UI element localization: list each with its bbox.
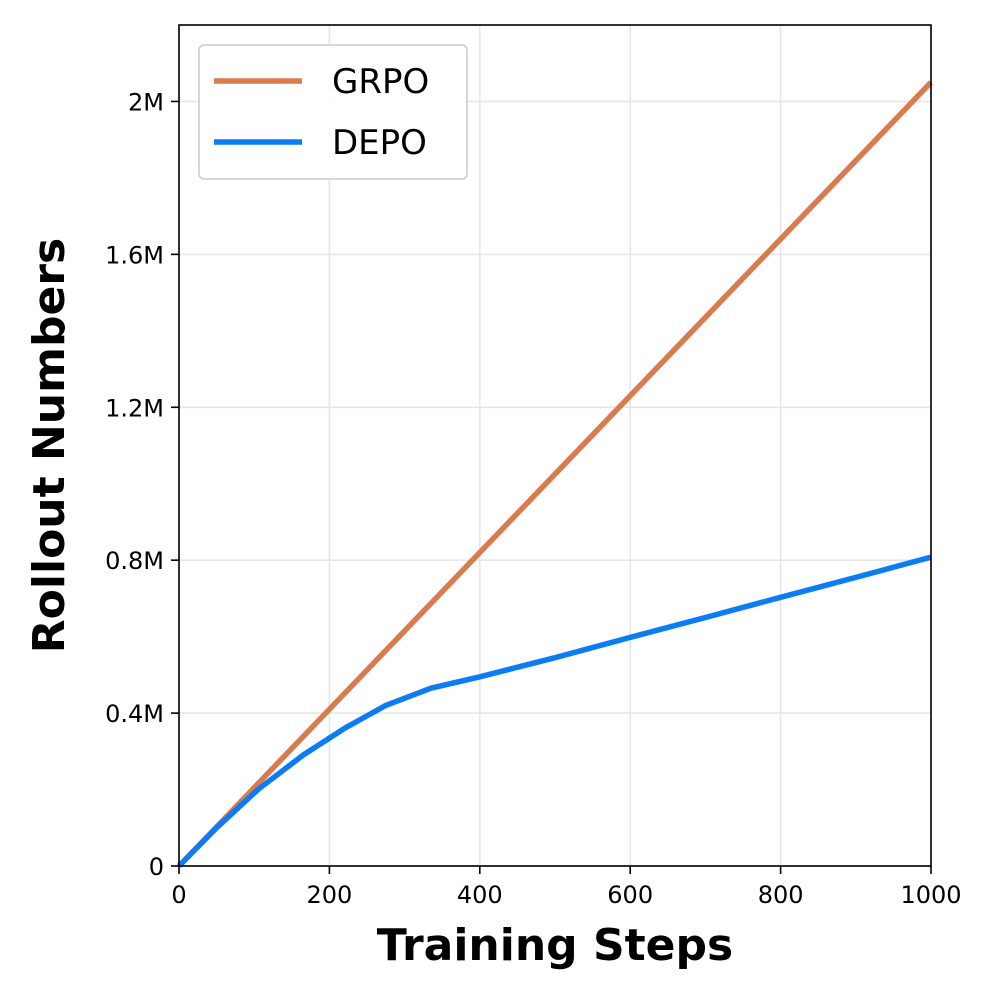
x-tick-label: 1000 [900,881,961,909]
x-tick-label: 400 [457,881,503,909]
x-tick-label: 0 [171,881,186,909]
x-axis-ticks: 0 200 400 600 800 1000 [171,866,962,909]
y-tick-label: 1.6M [105,241,164,269]
plot-frame [178,24,932,867]
y-axis-ticks: 0 0.4M 0.8M 1.2M 1.6M 2M [105,88,179,881]
legend: GRPO DEPO [198,44,468,180]
series-line-grpo [177,80,933,868]
x-tick-label: 800 [758,881,804,909]
y-axis-title: Rollout Numbers [24,238,75,653]
legend-label: GRPO [332,62,429,102]
x-tick-label: 600 [607,881,653,909]
x-axis-title: Training Steps [377,920,733,971]
y-tick-label: 2M [128,88,164,116]
y-tick-label: 0.8M [105,547,164,575]
series-lines [177,80,933,868]
series-line-depo [177,554,932,868]
y-tick-label: 0 [149,853,164,881]
x-tick-label: 200 [306,881,352,909]
y-tick-label: 0.4M [105,700,164,728]
legend-label: DEPO [332,123,427,163]
y-tick-label: 1.2M [105,394,164,422]
